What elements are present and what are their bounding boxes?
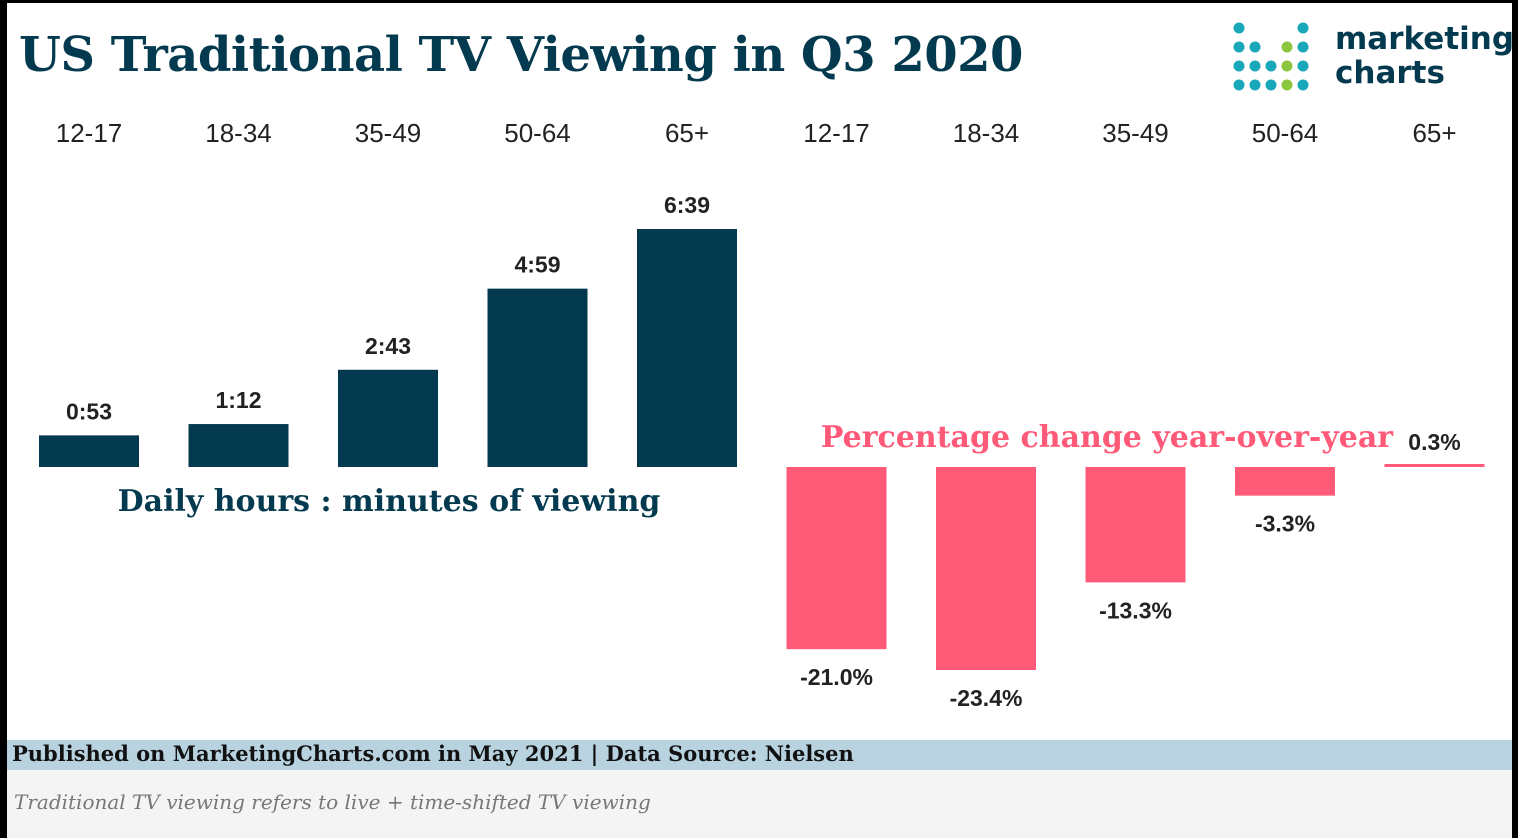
value-label-pct-change: -3.3%: [1255, 511, 1315, 537]
chart-title: US Traditional TV Viewing in Q3 2020: [19, 27, 1023, 83]
logo-dot: [1281, 79, 1293, 91]
logo-dot: [1297, 79, 1309, 91]
category-label-right: 65+: [1412, 118, 1456, 148]
category-label-left: 35-49: [355, 118, 422, 148]
logo-dot: [1281, 41, 1293, 53]
footer-bar: [7, 740, 1512, 770]
bar-viewing-time: [39, 435, 139, 467]
bar-pct-change: [1085, 467, 1186, 583]
logo-dot: [1265, 79, 1277, 91]
bar-pct-change: [786, 467, 887, 650]
category-label-left: 12-17: [56, 118, 123, 148]
marketing-charts-logo: marketing charts: [1232, 20, 1512, 100]
logo-dot: [1233, 22, 1245, 34]
bar-pct-change: [1384, 464, 1485, 467]
category-label-left: 65+: [665, 118, 709, 148]
logo-line-1: marketing: [1335, 21, 1512, 57]
logo-dot: [1233, 41, 1245, 53]
logo-dot: [1249, 41, 1261, 53]
value-label-pct-change: -13.3%: [1099, 597, 1172, 623]
logo-text: marketing charts: [1335, 22, 1512, 90]
logo-dot: [1297, 22, 1309, 34]
chart-page: US Traditional TV Viewing in Q3 2020 mar…: [7, 3, 1512, 838]
value-label-viewing-time: 4:59: [514, 252, 560, 278]
logo-dot: [1297, 60, 1309, 72]
logo-line-2: charts: [1335, 55, 1445, 91]
category-label-right: 12-17: [803, 118, 870, 148]
value-label-viewing-time: 1:12: [215, 387, 261, 413]
logo-dot: [1233, 60, 1245, 72]
value-label-pct-change: -23.4%: [950, 685, 1023, 711]
bar-viewing-time: [487, 288, 588, 467]
value-label-pct-change: 0.3%: [1408, 429, 1460, 455]
value-label-pct-change: -21.0%: [800, 664, 873, 690]
footnote: Traditional TV viewing refers to live + …: [14, 790, 651, 814]
logo-dot: [1281, 60, 1293, 72]
note-bar: [7, 770, 1512, 838]
bar-viewing-time: [188, 424, 289, 467]
logo-dot: [1265, 60, 1277, 72]
bar-charts: 12-17 0:53 18-34 1:12 35-49 2:43 50-64 4:59 65+ 6…: [39, 118, 1485, 711]
annotation-left: Daily hours : minutes of viewing: [118, 484, 661, 519]
category-label-right: 35-49: [1102, 118, 1169, 148]
category-label-left: 18-34: [205, 118, 272, 148]
value-label-viewing-time: 2:43: [365, 333, 411, 359]
logo-dots-icon: [1233, 22, 1309, 91]
annotation-right: Percentage change year-over-year: [821, 420, 1394, 455]
category-label-right: 18-34: [953, 118, 1020, 148]
value-label-viewing-time: 0:53: [66, 398, 112, 424]
logo-dot: [1297, 41, 1309, 53]
bar-viewing-time: [338, 369, 438, 467]
logo-dot: [1233, 79, 1245, 91]
source-line: Published on MarketingCharts.com in May …: [12, 741, 854, 766]
value-label-viewing-time: 6:39: [664, 192, 710, 218]
logo-dot: [1249, 60, 1261, 72]
logo-dot: [1249, 79, 1261, 91]
bar-pct-change: [936, 467, 1036, 670]
category-label-left: 50-64: [504, 118, 571, 148]
bar-viewing-time: [637, 229, 737, 467]
category-label-right: 50-64: [1252, 118, 1319, 148]
bar-pct-change: [1235, 467, 1335, 496]
